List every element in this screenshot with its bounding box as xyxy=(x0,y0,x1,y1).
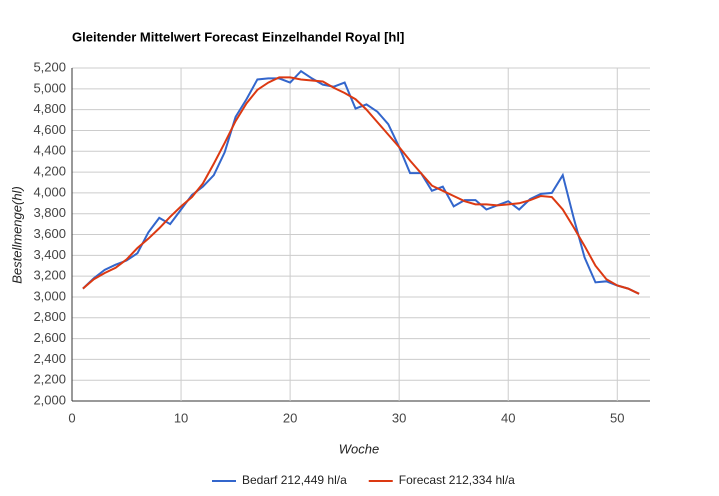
y-tick-label: 4,400 xyxy=(33,143,66,158)
legend-label: Forecast 212,334 hl/a xyxy=(399,473,515,487)
data-line xyxy=(82,69,640,295)
x-tick-label: 10 xyxy=(174,410,188,425)
x-tick-label: 0 xyxy=(68,410,75,425)
y-tick-label: 4,000 xyxy=(33,184,66,199)
y-tick-label: 2,000 xyxy=(33,392,66,407)
legend-label: Bedarf 212,449 hl/a xyxy=(242,473,347,487)
y-tick-label: 4,600 xyxy=(33,122,66,137)
y-tick-label: 4,200 xyxy=(33,164,66,179)
chart-title: Gleitender Mittelwert Forecast Einzelhan… xyxy=(72,29,404,44)
y-tick-label: 3,200 xyxy=(33,268,66,283)
y-tick-label: 2,800 xyxy=(33,309,66,324)
y-tick-label: 5,000 xyxy=(33,80,66,95)
y-tick-label: 2,200 xyxy=(33,372,66,387)
y-tick-label: 2,600 xyxy=(33,330,66,345)
x-tick-label: 20 xyxy=(283,410,297,425)
x-tick-label: 40 xyxy=(501,410,515,425)
x-tick-label: 30 xyxy=(392,410,406,425)
data-line xyxy=(82,76,640,295)
y-tick-label: 2,400 xyxy=(33,351,66,366)
x-tick-label: 50 xyxy=(610,410,624,425)
y-axis-label: Bestellmenge(hl) xyxy=(9,186,24,284)
x-axis-label: Woche xyxy=(339,441,379,456)
y-tick-label: 3,000 xyxy=(33,288,66,303)
y-tick-label: 3,600 xyxy=(33,226,66,241)
y-tick-label: 3,400 xyxy=(33,247,66,262)
y-tick-label: 4,800 xyxy=(33,101,66,116)
y-tick-label: 3,800 xyxy=(33,205,66,220)
y-tick-label: 5,200 xyxy=(33,59,66,74)
